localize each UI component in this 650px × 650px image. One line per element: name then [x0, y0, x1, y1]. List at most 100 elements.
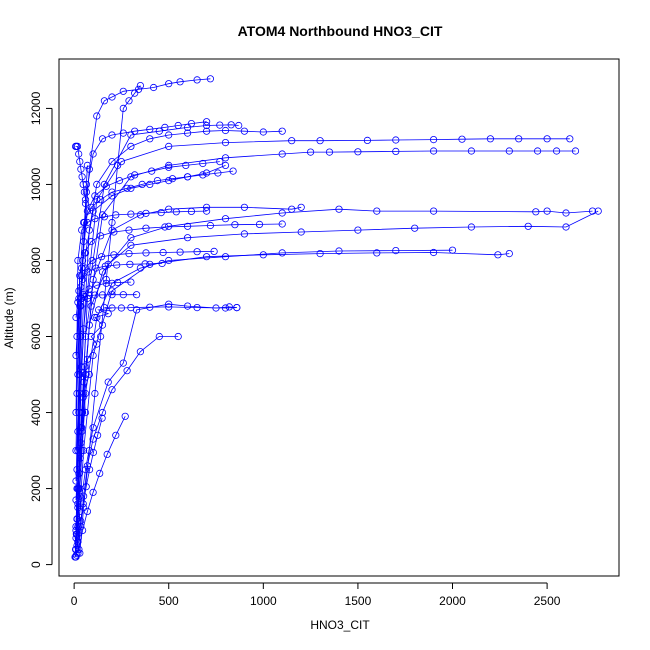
data-point	[85, 321, 93, 329]
data-point	[91, 389, 99, 398]
data-point	[72, 446, 80, 455]
data-point	[297, 203, 305, 211]
data-point	[221, 154, 230, 162]
data-point	[184, 234, 192, 242]
data-point	[373, 249, 381, 257]
data-point	[146, 125, 154, 133]
data-point	[146, 135, 154, 143]
data-point	[562, 223, 570, 231]
data-point	[494, 251, 502, 259]
data-point	[184, 302, 192, 310]
data-point	[165, 300, 173, 308]
plot-frame	[58, 58, 620, 577]
data-point	[76, 370, 84, 379]
data-point	[108, 386, 116, 394]
data-point	[210, 247, 218, 255]
data-point	[126, 260, 134, 268]
data-point	[89, 424, 97, 432]
data-point	[533, 147, 542, 155]
data-point	[87, 302, 95, 310]
data-point	[240, 127, 248, 135]
data-point	[112, 211, 120, 219]
data-point	[165, 303, 173, 311]
data-point	[159, 248, 167, 257]
data-point	[165, 205, 173, 213]
y-tick-label: 8000	[29, 247, 43, 274]
data-point	[89, 435, 97, 443]
data-point	[278, 220, 286, 228]
data-point	[86, 465, 94, 474]
data-point	[84, 268, 92, 276]
data-point	[467, 223, 475, 231]
data-point	[100, 97, 109, 105]
data-point	[98, 414, 106, 422]
data-point	[83, 355, 92, 363]
y-axis-label: Altitude (m)	[2, 287, 16, 348]
data-point	[83, 161, 92, 169]
data-point	[486, 135, 494, 143]
data-point	[74, 370, 82, 379]
data-point	[165, 142, 173, 150]
data-point	[297, 228, 305, 236]
data-point	[87, 237, 95, 246]
data-point	[73, 389, 81, 398]
data-point	[458, 135, 466, 143]
data-point	[108, 279, 116, 287]
data-point	[100, 303, 109, 312]
data-point	[110, 251, 118, 259]
series-line-21	[75, 263, 163, 356]
data-point	[72, 477, 80, 485]
data-point	[98, 408, 107, 417]
data-point	[306, 148, 315, 156]
data-point	[77, 332, 85, 341]
data-point	[182, 161, 190, 169]
data-point	[221, 161, 230, 169]
data-point	[74, 503, 82, 512]
series-line-5	[77, 252, 510, 542]
data-point	[79, 526, 87, 535]
data-point	[127, 234, 135, 242]
data-point	[100, 213, 109, 221]
data-point	[184, 173, 192, 181]
data-point	[121, 412, 129, 420]
data-point	[221, 126, 230, 135]
data-point	[221, 139, 230, 147]
data-point	[98, 291, 107, 299]
data-point	[108, 131, 116, 139]
data-point	[81, 332, 90, 341]
data-point	[123, 367, 131, 375]
data-point	[411, 224, 419, 232]
data-point	[80, 378, 88, 386]
data-point	[136, 211, 144, 219]
data-point	[467, 147, 475, 155]
data-point	[82, 188, 91, 196]
data-point	[214, 169, 222, 177]
data-point	[127, 241, 135, 249]
data-point	[543, 207, 551, 215]
data-point	[392, 136, 400, 144]
data-point	[78, 264, 86, 272]
data-point	[176, 248, 184, 256]
data-point	[75, 469, 84, 477]
y-tick-label: 10000	[29, 167, 43, 201]
data-point	[146, 303, 154, 311]
data-point	[206, 221, 214, 230]
data-point	[136, 348, 144, 356]
data-point	[89, 448, 98, 457]
data-point	[82, 483, 90, 491]
data-point	[80, 325, 88, 333]
x-tick-label: 1500	[345, 594, 372, 608]
data-point	[100, 180, 109, 188]
data-point	[125, 97, 133, 105]
data-point	[141, 260, 149, 268]
data-point	[203, 169, 211, 177]
data-point	[75, 287, 83, 295]
data-point	[216, 158, 224, 166]
data-point	[127, 142, 135, 150]
data-point	[103, 450, 111, 458]
chart-title: ATOM4 Northbound HNO3_CIT	[238, 23, 443, 39]
data-point	[571, 147, 580, 155]
data-point	[392, 247, 400, 255]
data-point	[108, 188, 116, 196]
